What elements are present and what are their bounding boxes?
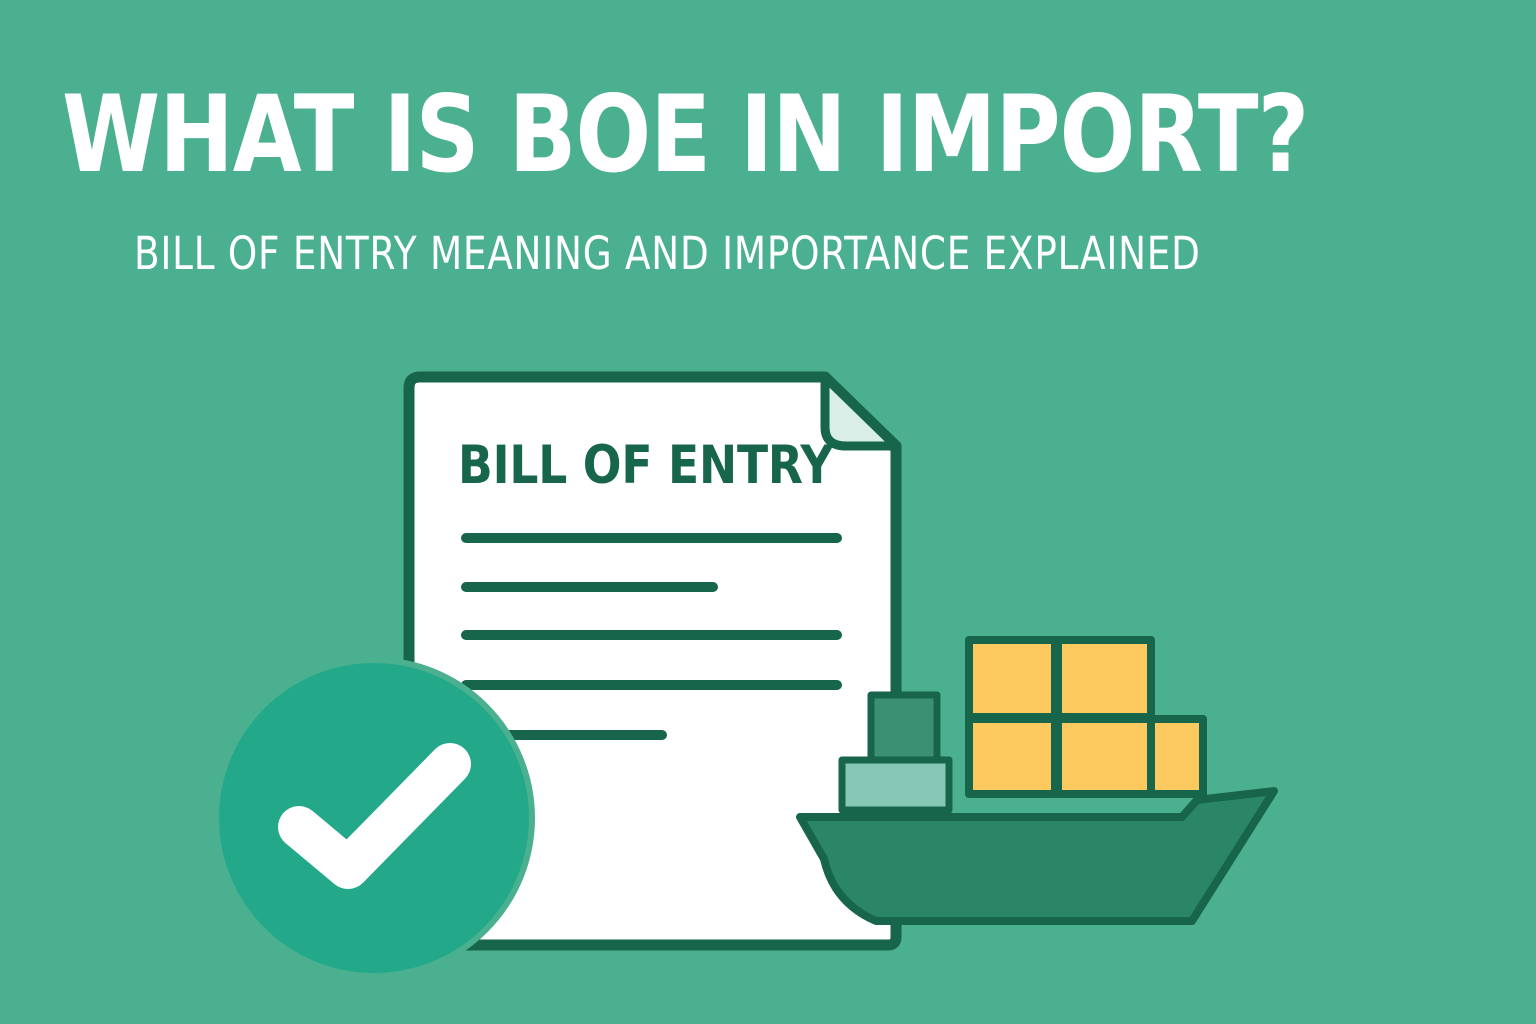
ship-hull <box>796 787 1278 925</box>
shipping-container-icon <box>965 636 1207 798</box>
page-title: WHAT IS BOE IN IMPORT? <box>62 73 1309 196</box>
ship-cabin <box>838 691 953 814</box>
checkmark-icon <box>278 743 471 889</box>
checkmark-badge <box>213 657 535 979</box>
page-subtitle: BILL OF ENTRY MEANING AND IMPORTANCE EXP… <box>134 227 1201 280</box>
document-heading: BILL OF ENTRY <box>458 435 834 496</box>
cargo-ship-icon <box>796 636 1278 925</box>
document-text-lines <box>461 533 842 740</box>
